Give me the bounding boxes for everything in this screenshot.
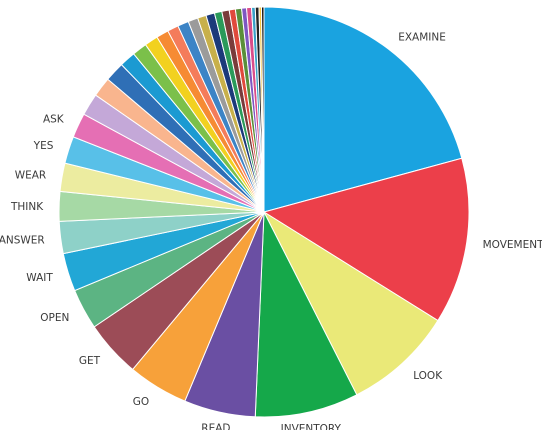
slice-label-examine: EXAMINE [398, 31, 446, 43]
slice-label-ask: ASK [43, 114, 65, 126]
slice-label-go: GO [133, 396, 149, 408]
slice-label-answer: ANSWER [0, 235, 45, 247]
slice-label-yes: YES [33, 140, 54, 152]
pie-slice-35 [260, 6, 265, 213]
pie-labels: EXAMINE MOVEMENT LOOK INVENTORY READ GO GET OPE… [0, 31, 542, 430]
slice-label-open: OPEN [40, 312, 69, 324]
slice-label-get: GET [79, 355, 101, 367]
pie-slice-look [262, 210, 439, 396]
slice-label-inventory: INVENTORY [281, 423, 342, 430]
slice-label-think: THINK [10, 201, 44, 213]
slice-label-movement: MOVEMENT [483, 239, 542, 251]
slice-label-wait: WAIT [26, 272, 53, 284]
pie-slice-inventory [254, 210, 358, 418]
pie-slice-examine [263, 6, 463, 213]
slice-label-look: LOOK [413, 370, 443, 382]
pie-slices [58, 6, 470, 418]
slice-label-wear: WEAR [15, 169, 47, 181]
slice-label-read: READ [201, 423, 230, 430]
pie-slice-movement [262, 157, 470, 322]
